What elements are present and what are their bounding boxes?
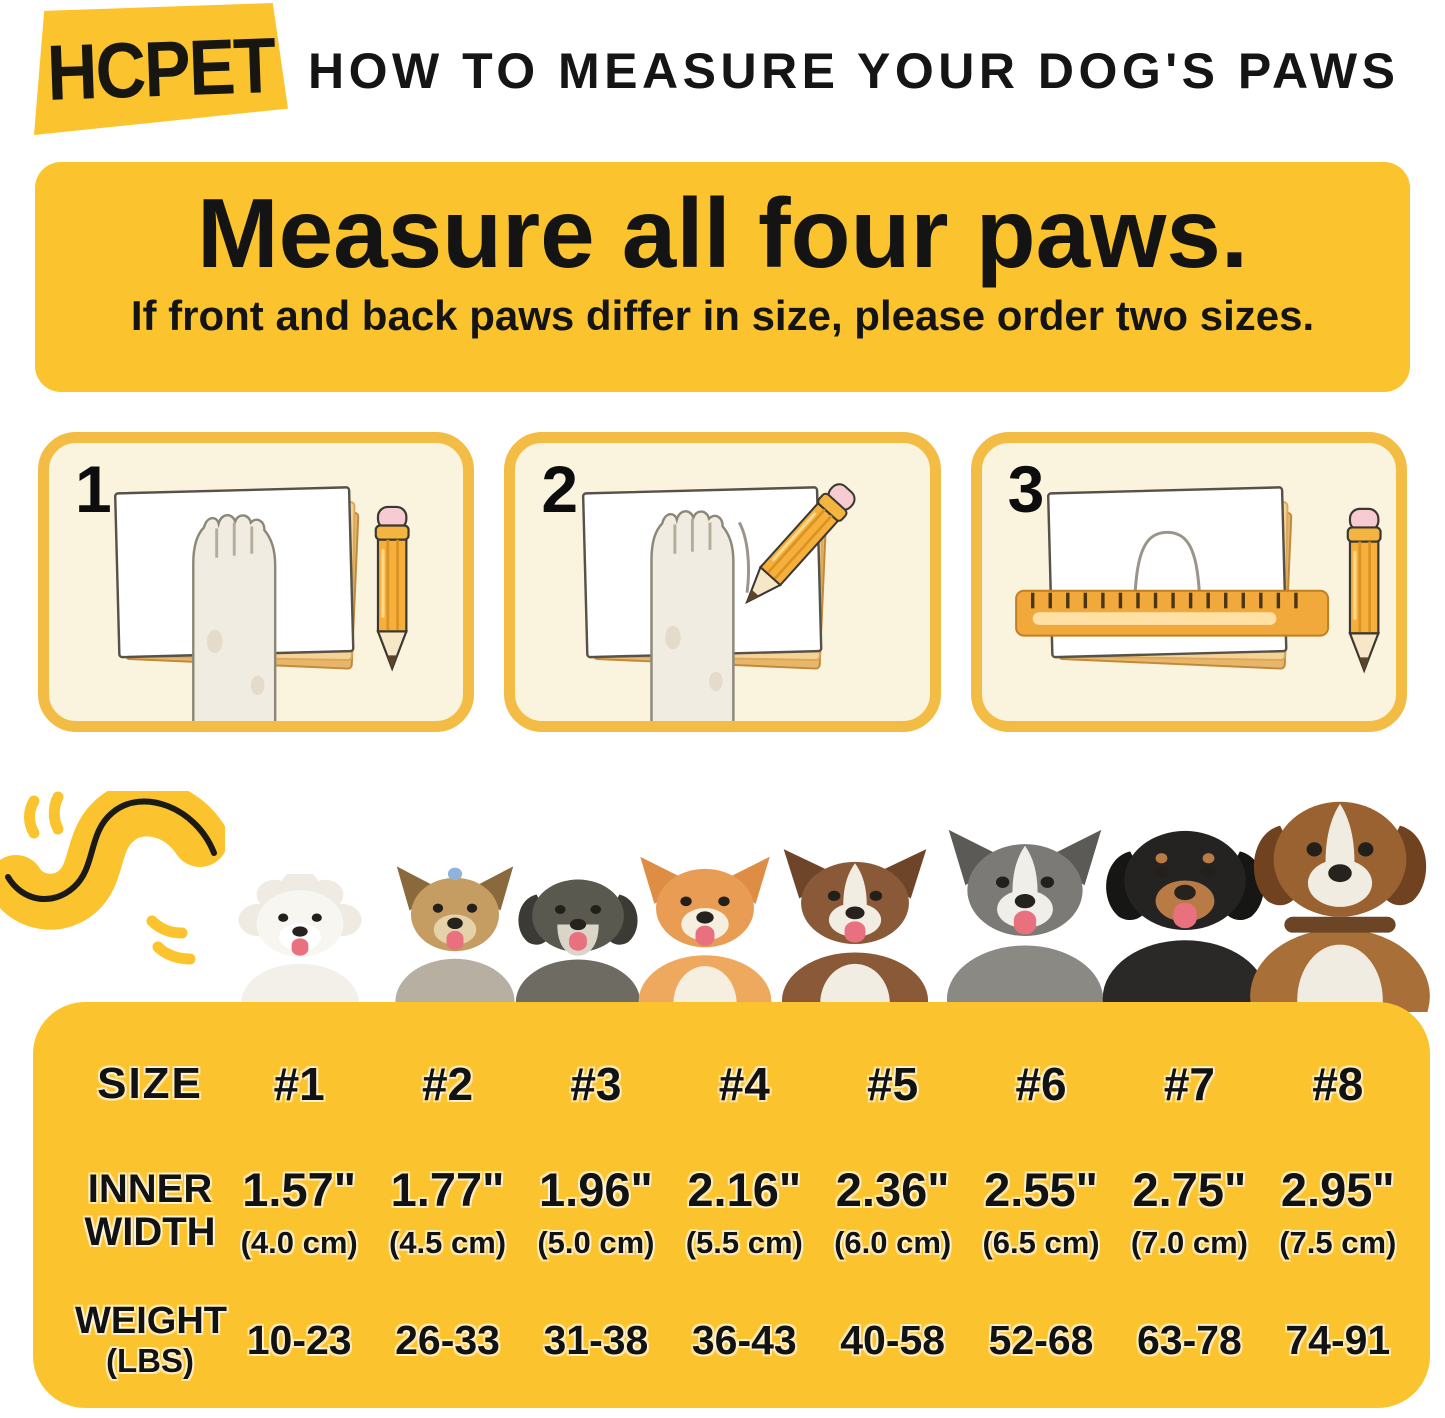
inner-width-value-6: 2.55" (6.5 cm) (967, 1162, 1115, 1261)
weight-label-line2: (LBS) (106, 1341, 194, 1379)
inner-width-cm: (5.5 cm) (685, 1224, 803, 1260)
weight-row-label: WEIGHT (LBS) (75, 1299, 227, 1379)
motion-strokes (24, 791, 196, 965)
size-chart-panel: SIZE #1 #2 #3 #4 #5 #6 #7 #8 INNER WIDTH… (33, 1002, 1430, 1408)
inner-width-cm: (4.0 cm) (240, 1224, 358, 1260)
step-number: 3 (1007, 452, 1045, 526)
inner-width-label-line1: INNER (87, 1166, 213, 1211)
step3-ruler-measure-illustration (1014, 486, 1382, 673)
weight-label-line1: WEIGHT (75, 1299, 227, 1342)
inner-width-value-4: 2.16" (5.5 cm) (670, 1162, 818, 1261)
size-value-8: #8 (1312, 1058, 1364, 1110)
inner-width-cm: (7.5 cm) (1279, 1224, 1397, 1260)
weight-value-8: 74-91 (1285, 1316, 1391, 1363)
weight-value-5: 40-58 (840, 1316, 946, 1363)
inner-width-cm: (6.0 cm) (834, 1224, 952, 1260)
inner-width-cm: (4.5 cm) (388, 1224, 507, 1260)
size-value-7: #7 (1163, 1058, 1216, 1110)
inner-width-row-label: INNER WIDTH (75, 1166, 225, 1254)
inner-width-value-2: 1.77" (4.5 cm) (373, 1162, 521, 1261)
weight-value-2: 26-33 (395, 1316, 500, 1363)
hcpet-logo-text: HCPET (45, 21, 277, 117)
dog-shiba-inu (626, 850, 784, 1012)
step-number: 2 (541, 452, 579, 526)
inner-width-inches: 2.36" (835, 1162, 950, 1216)
inner-width-label-line2: WIDTH (84, 1210, 216, 1254)
step-number: 1 (75, 452, 112, 526)
measure-banner: Measure all four paws. If front and back… (35, 162, 1410, 392)
size-value-5: #5 (867, 1058, 919, 1110)
step-card-1: 1 (38, 432, 475, 732)
size-value-3: #3 (570, 1058, 622, 1110)
weight-value-3: 31-38 (543, 1316, 649, 1363)
ruler-icon (1014, 589, 1329, 637)
inner-width-inches: 2.95" (1280, 1162, 1395, 1216)
paw-outline (1132, 530, 1202, 632)
dog-miniature-schnauzer (504, 862, 652, 1012)
page-title: HOW TO MEASURE YOUR DOG'S PAWS (308, 43, 1400, 99)
inner-width-inches: 1.57" (242, 1162, 357, 1216)
inner-width-cm: (7.0 cm) (1130, 1224, 1249, 1260)
inner-width-value-8: 2.95" (7.5 cm) (1264, 1162, 1412, 1261)
size-row-label: SIZE (97, 1059, 203, 1108)
paw-squiggle-decoration (0, 791, 225, 965)
weight-value-6: 52-68 (988, 1316, 1094, 1363)
size-value-2: #2 (421, 1058, 474, 1110)
page-header: HCPET HOW TO MEASURE YOUR DOG'S PAWS (0, 0, 1445, 150)
step-card-3: 3 (970, 432, 1407, 732)
inner-width-value-5: 2.36" (6.0 cm) (819, 1162, 967, 1261)
weight-value-7: 63-78 (1137, 1316, 1242, 1363)
size-value-1: #1 (273, 1058, 325, 1110)
step-card-2: 2 (504, 432, 941, 732)
inner-width-value-7: 2.75" (7.0 cm) (1115, 1162, 1263, 1261)
dog-bichon-frise (230, 874, 370, 1012)
dog-breeds-row (0, 732, 1445, 1012)
measuring-steps: 1 2 3 (38, 432, 1407, 732)
inner-width-value-1: 1.57" (4.0 cm) (225, 1162, 373, 1261)
banner-heading: Measure all four paws. (196, 178, 1249, 288)
dog-australian-shepherd (768, 842, 942, 1012)
dog-rottweiler (1087, 807, 1283, 1012)
inner-width-value-3: 1.96" (5.0 cm) (522, 1162, 670, 1261)
inner-width-inches: 1.96" (539, 1162, 653, 1216)
banner-subheading: If front and back paws differ in size, p… (130, 291, 1315, 339)
inner-width-inches: 2.55" (984, 1162, 1098, 1216)
size-value-4: #4 (718, 1058, 770, 1110)
inner-width-inches: 1.77" (390, 1162, 505, 1216)
size-value-6: #6 (1015, 1058, 1067, 1110)
step2-trace-paw-illustration (582, 477, 862, 721)
dog-yorkshire-terrier (384, 860, 526, 1012)
weight-value-1: 10-23 (246, 1316, 352, 1363)
dog-saint-bernard (1233, 774, 1445, 1012)
inner-width-inches: 2.75" (1132, 1162, 1247, 1216)
dog-alaskan-malamute (932, 822, 1118, 1012)
inner-width-cm: (6.5 cm) (982, 1224, 1100, 1260)
inner-width-cm: (5.0 cm) (537, 1224, 655, 1260)
hcpet-logo: HCPET (34, 3, 288, 135)
inner-width-inches: 2.16" (687, 1162, 802, 1216)
weight-value-4: 36-43 (691, 1316, 797, 1363)
